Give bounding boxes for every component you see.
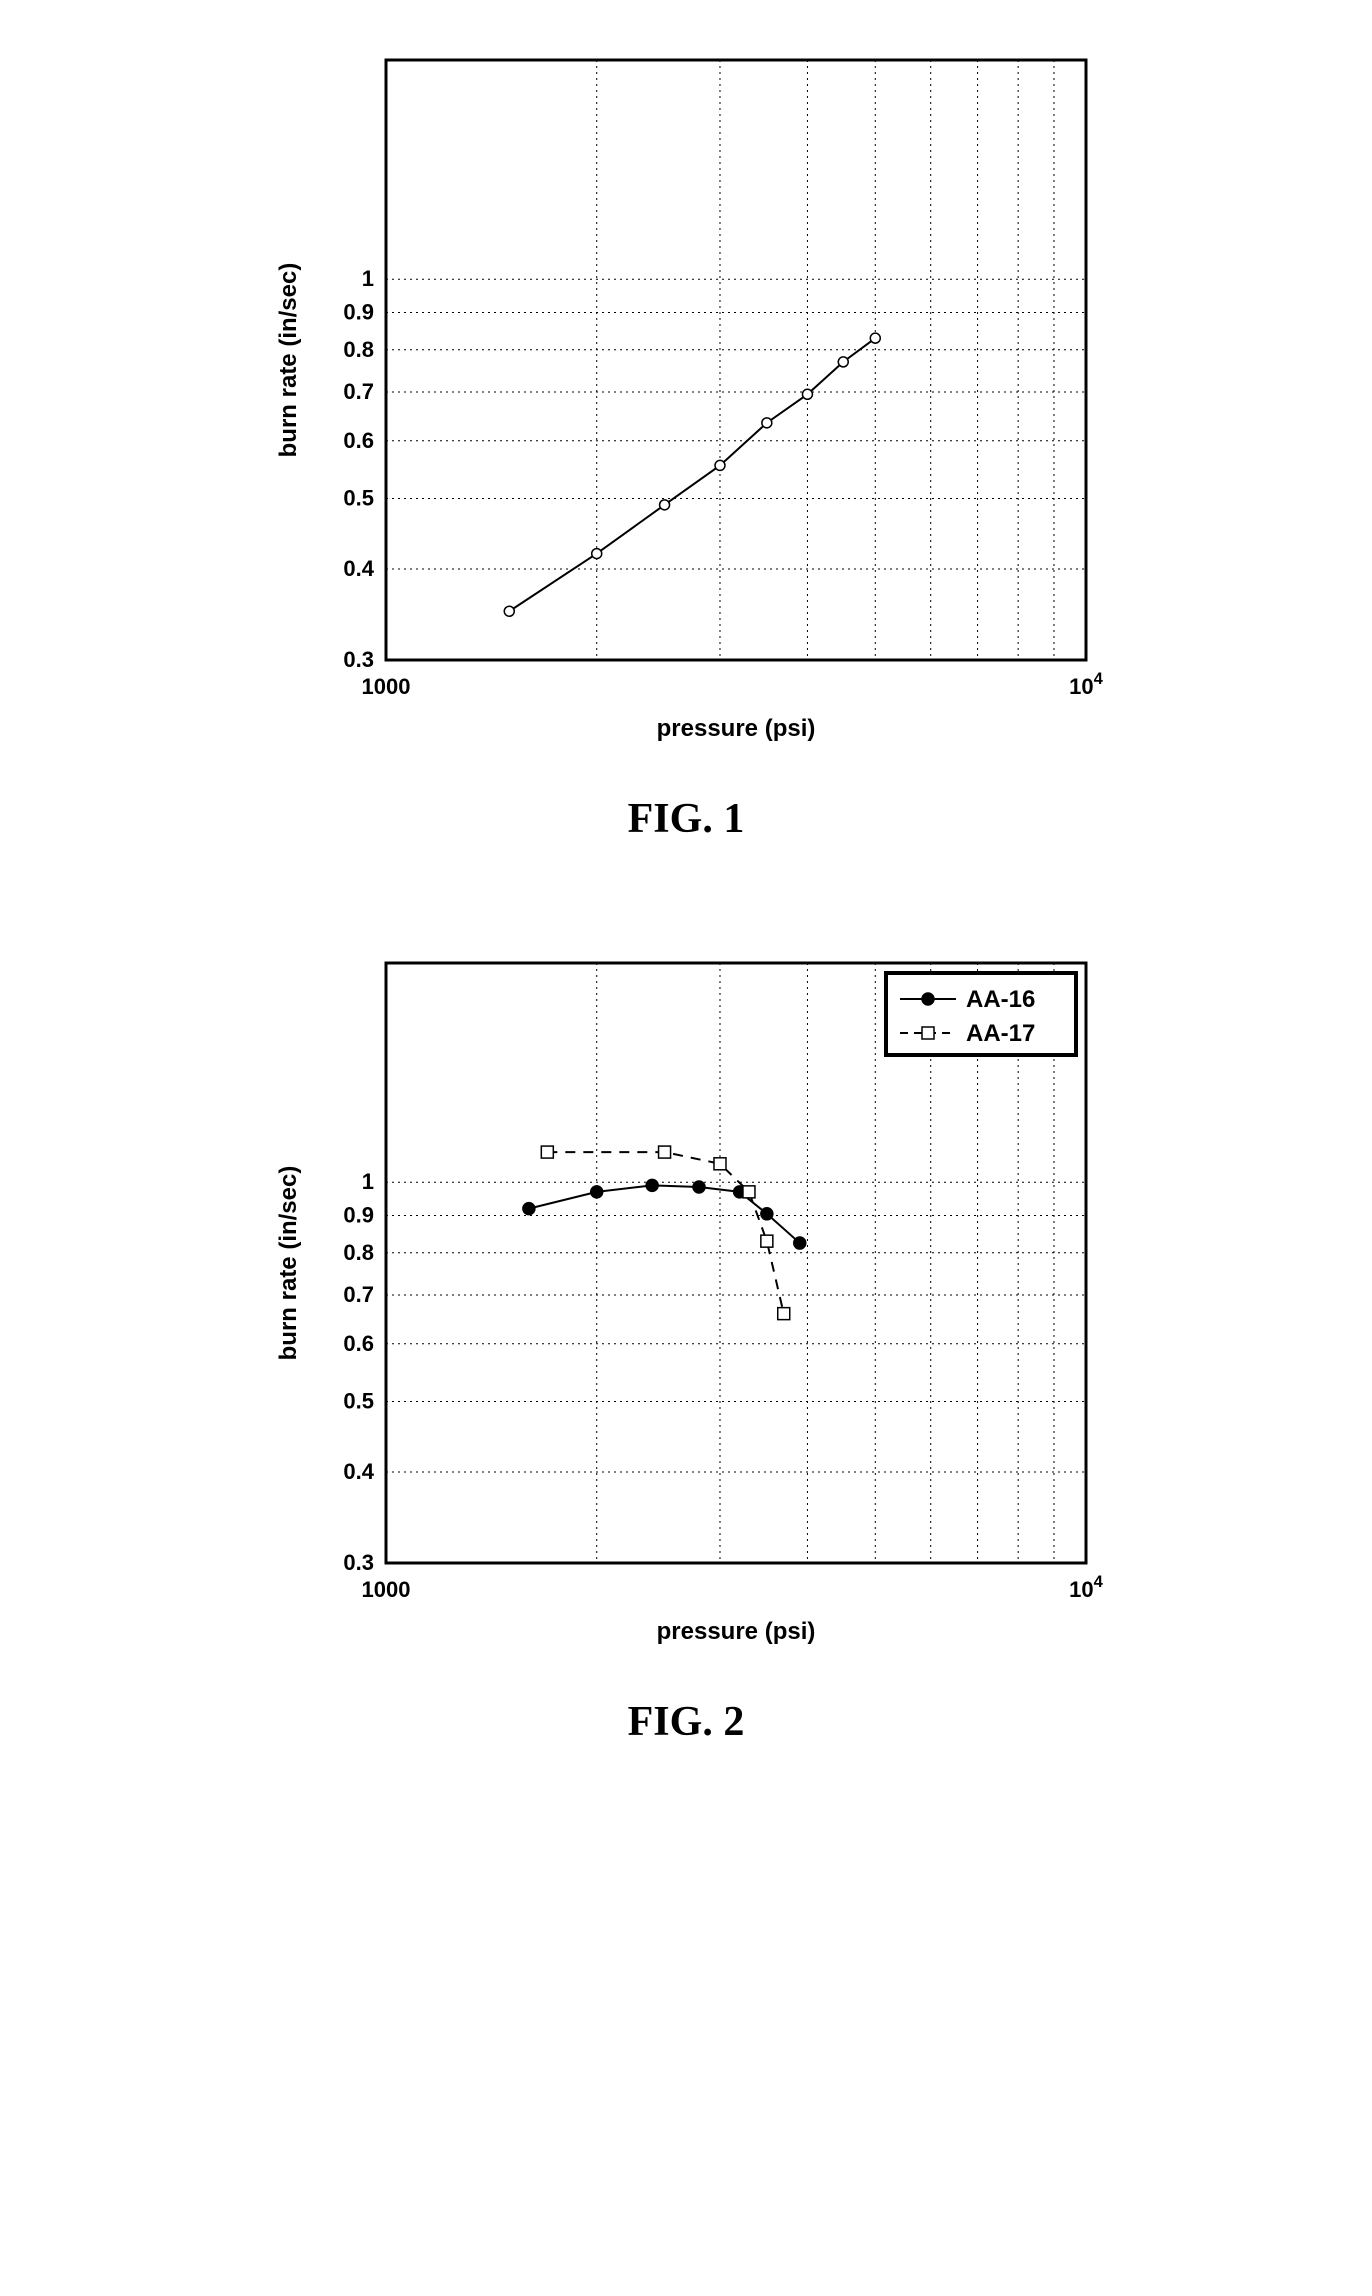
svg-text:0.9: 0.9 <box>343 300 374 325</box>
figure-1: 1000 104 0.3 0.4 0.5 0.6 0.7 0.8 0.9 1 pressure (p… <box>266 40 1106 843</box>
svg-text:0.7: 0.7 <box>343 379 374 404</box>
svg-text:0.5: 0.5 <box>343 485 374 510</box>
svg-text:0.6: 0.6 <box>343 1331 374 1356</box>
svg-text:1000: 1000 <box>362 674 411 699</box>
svg-text:0.8: 0.8 <box>343 1240 374 1265</box>
svg-text:0.4: 0.4 <box>343 556 374 581</box>
svg-text:0.6: 0.6 <box>343 428 374 453</box>
svg-text:pressure (psi): pressure (psi) <box>657 715 816 742</box>
svg-text:0.3: 0.3 <box>343 1550 374 1575</box>
burn-rate-chart-2: 1000 104 0.3 0.4 0.5 0.6 0.7 0.8 0.9 1 pressure (p… <box>266 943 1106 1658</box>
svg-text:104: 104 <box>1069 1573 1103 1602</box>
figure-2: 1000 104 0.3 0.4 0.5 0.6 0.7 0.8 0.9 1 pressure (p… <box>266 943 1106 1746</box>
svg-text:AA-17: AA-17 <box>966 1020 1035 1047</box>
svg-text:pressure (psi): pressure (psi) <box>657 1618 816 1645</box>
svg-text:burn rate (in/sec): burn rate (in/sec) <box>275 1166 302 1361</box>
burn-rate-chart-1: 1000 104 0.3 0.4 0.5 0.6 0.7 0.8 0.9 1 pressure (p… <box>266 40 1106 755</box>
svg-text:0.5: 0.5 <box>343 1388 374 1413</box>
svg-text:0.9: 0.9 <box>343 1203 374 1228</box>
svg-text:1000: 1000 <box>362 1577 411 1602</box>
svg-text:1: 1 <box>362 1169 374 1194</box>
svg-text:0.7: 0.7 <box>343 1282 374 1307</box>
svg-text:burn rate (in/sec): burn rate (in/sec) <box>275 263 302 458</box>
svg-text:1: 1 <box>362 266 374 291</box>
figure-2-caption: FIG. 2 <box>628 1698 745 1746</box>
svg-text:0.8: 0.8 <box>343 337 374 362</box>
svg-text:0.4: 0.4 <box>343 1459 374 1484</box>
svg-text:104: 104 <box>1069 670 1103 699</box>
svg-text:AA-16: AA-16 <box>966 986 1035 1013</box>
svg-text:0.3: 0.3 <box>343 647 374 672</box>
figure-1-caption: FIG. 1 <box>628 795 745 843</box>
